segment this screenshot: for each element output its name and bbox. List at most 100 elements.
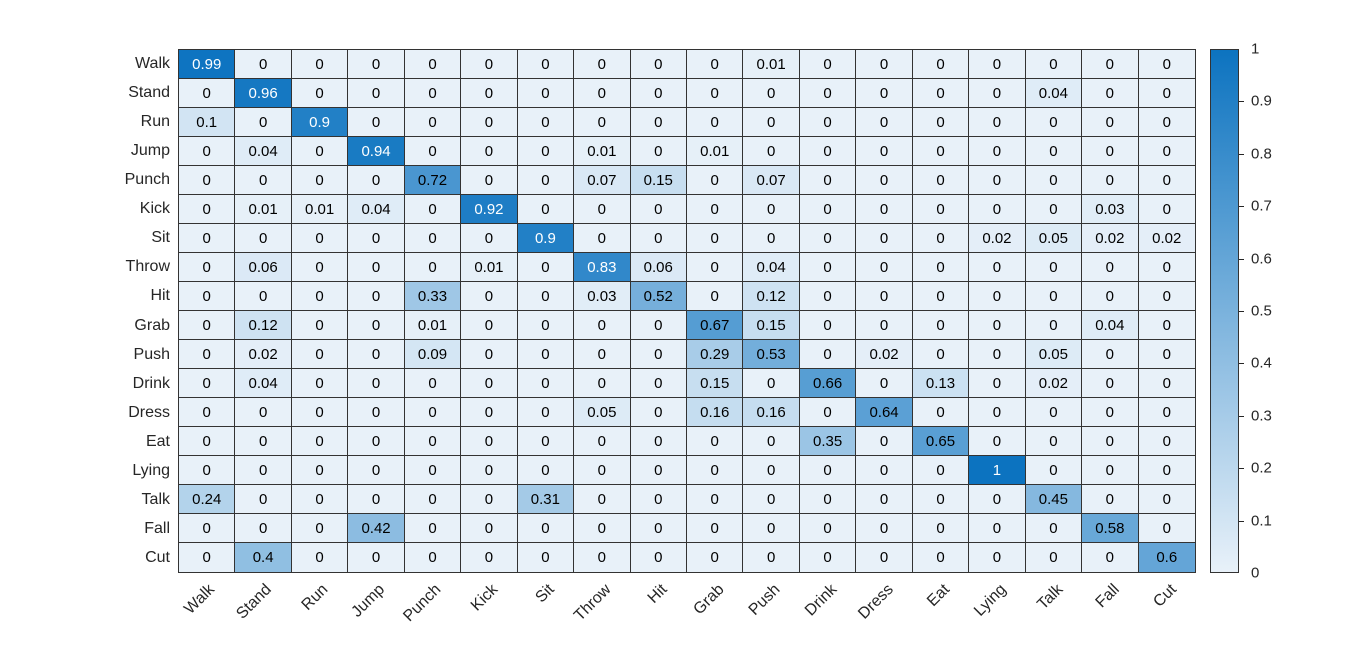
matrix-cell: 0.06 [235, 253, 292, 282]
matrix-cell: 0 [404, 398, 462, 427]
matrix-cell: 0 [630, 340, 687, 369]
matrix-cell: 0 [235, 50, 292, 79]
matrix-cell: 0 [179, 166, 236, 195]
matrix-cell: 0.1 [179, 108, 236, 137]
matrix-cell: 0 [461, 369, 518, 398]
matrix-cell: 0 [799, 340, 857, 369]
matrix-cell: 0 [799, 224, 857, 253]
colorbar-tick-label: 0 [1251, 564, 1260, 582]
matrix-cell: 0 [856, 427, 913, 456]
matrix-cell: 0.15 [743, 311, 800, 340]
matrix-cell: 0.15 [686, 369, 744, 398]
matrix-cell: 0 [799, 108, 857, 137]
matrix-cell: 0 [912, 137, 970, 166]
matrix-cell: 0 [630, 514, 687, 543]
matrix-cell: 0.53 [743, 340, 800, 369]
x-tick-label: Sit [532, 581, 558, 607]
matrix-cell: 0 [799, 456, 857, 485]
matrix-cell: 0 [404, 108, 462, 137]
matrix-cell: 0 [404, 79, 462, 108]
matrix-cell: 0.01 [461, 253, 518, 282]
matrix-cell: 0 [799, 166, 857, 195]
matrix-cell: 0 [856, 79, 913, 108]
matrix-cell: 0 [404, 456, 462, 485]
matrix-cell: 0.04 [1025, 79, 1083, 108]
matrix-cell: 0.02 [1082, 224, 1139, 253]
colorbar-tick-mark [1239, 101, 1244, 103]
matrix-cell: 0 [574, 340, 631, 369]
matrix-cell: 0 [799, 485, 857, 514]
matrix-cell: 0 [179, 79, 236, 108]
matrix-cell: 0.42 [348, 514, 405, 543]
y-tick-label: Dress [128, 403, 170, 421]
matrix-cell: 0.83 [574, 253, 631, 282]
matrix-cell: 0 [912, 108, 970, 137]
matrix-cell: 0.02 [235, 340, 292, 369]
matrix-cell: 0 [179, 427, 236, 456]
matrix-cell: 0 [686, 253, 744, 282]
x-tick-label: Dress [855, 581, 897, 623]
matrix-cell: 0 [517, 166, 575, 195]
matrix-cell: 0 [517, 137, 575, 166]
matrix-cell: 0 [686, 79, 744, 108]
matrix-cell: 0 [799, 311, 857, 340]
matrix-cell: 0 [630, 543, 687, 572]
y-tick-label: Jump [130, 141, 170, 159]
colorbar-tick-label: 0.1 [1251, 512, 1272, 530]
x-tick-label: Kick [467, 581, 502, 615]
colorbar [1210, 49, 1239, 573]
matrix-cell: 0 [348, 456, 405, 485]
matrix-cell: 0 [348, 50, 405, 79]
matrix-cell: 0.6 [1138, 543, 1195, 572]
matrix-cell: 0 [404, 369, 462, 398]
matrix-cell: 0 [348, 253, 405, 282]
matrix-cell: 0 [291, 398, 349, 427]
matrix-cell: 0 [517, 79, 575, 108]
matrix-cell: 0 [461, 108, 518, 137]
matrix-cell: 0 [1138, 369, 1195, 398]
matrix-cell: 0 [517, 340, 575, 369]
matrix-cell: 0 [1138, 108, 1195, 137]
matrix-cell: 0 [291, 137, 349, 166]
matrix-cell: 0 [1025, 108, 1083, 137]
matrix-cell: 0 [1138, 340, 1195, 369]
colorbar-tick-mark [1239, 311, 1244, 312]
matrix-cell: 0 [461, 485, 518, 514]
matrix-cell: 0 [404, 253, 462, 282]
matrix-cell: 0 [291, 456, 349, 485]
matrix-cell: 0.07 [743, 166, 800, 195]
matrix-cell: 0 [969, 137, 1026, 166]
matrix-cell: 0 [291, 543, 349, 572]
matrix-cell: 0.35 [799, 427, 857, 456]
matrix-cell: 0 [1082, 137, 1139, 166]
matrix-cell: 0 [856, 485, 913, 514]
matrix-cell: 0 [348, 166, 405, 195]
matrix-cell: 0 [404, 514, 462, 543]
matrix-cell: 0 [630, 398, 687, 427]
matrix-cell: 0 [1082, 166, 1139, 195]
matrix-cell: 0 [1025, 137, 1083, 166]
x-tick-label: Punch [400, 581, 445, 626]
matrix-cell: 0 [1082, 456, 1139, 485]
matrix-cell: 0 [630, 195, 687, 224]
x-tick-label: Jump [348, 581, 388, 621]
matrix-cell: 0.01 [404, 311, 462, 340]
matrix-cell: 0 [686, 543, 744, 572]
matrix-cell: 0 [1138, 282, 1195, 311]
matrix-cell: 0 [517, 456, 575, 485]
matrix-cell: 0 [291, 166, 349, 195]
matrix-cell: 0 [856, 195, 913, 224]
matrix-cell: 0.01 [743, 50, 800, 79]
matrix-cell: 0 [1138, 137, 1195, 166]
matrix-cell: 0 [517, 427, 575, 456]
matrix-cell: 0 [912, 224, 970, 253]
matrix-cell: 0 [1082, 427, 1139, 456]
matrix-cell: 0 [686, 224, 744, 253]
matrix-cell: 0.04 [743, 253, 800, 282]
matrix-cell: 0 [743, 369, 800, 398]
matrix-cell: 0 [686, 427, 744, 456]
matrix-cell: 0 [235, 108, 292, 137]
y-tick-label: Talk [141, 491, 170, 509]
matrix-cell: 0 [1025, 50, 1083, 79]
matrix-cell: 0 [348, 427, 405, 456]
